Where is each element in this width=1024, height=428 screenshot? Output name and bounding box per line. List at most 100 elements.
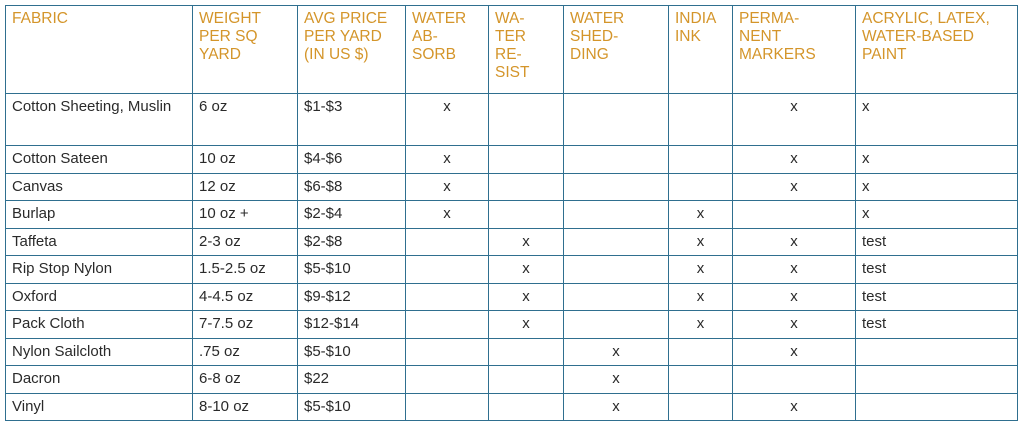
cell-permanent-markers: x: [732, 172, 856, 201]
fabric-comparison-table: FABRIC WEIGHT PER SQ YARD AVG PRICE PER …: [5, 5, 1018, 421]
cell-india-ink: [668, 337, 733, 366]
cell-weight: 4-4.5 oz: [192, 282, 298, 311]
cell-weight: 10 oz +: [192, 200, 298, 229]
table-row: Burlap 10 oz + $2-$4 x x x: [5, 200, 1018, 229]
cell-weight: 2-3 oz: [192, 227, 298, 256]
cell-fabric: Burlap: [5, 200, 193, 229]
cell-permanent-markers: x: [732, 227, 856, 256]
cell-water-absorb: x: [405, 93, 489, 146]
table-row: Taffeta 2-3 oz $2-$8 x x x test: [5, 227, 1018, 256]
cell-water-absorb: [405, 392, 489, 421]
cell-water-shedding: x: [563, 365, 669, 394]
cell-water-shedding: [563, 93, 669, 146]
cell-fabric: Cotton Sheeting, Muslin: [5, 93, 193, 146]
cell-price: $5-$10: [297, 392, 406, 421]
cell-permanent-markers: x: [732, 282, 856, 311]
cell-weight: 10 oz: [192, 145, 298, 174]
cell-india-ink: x: [668, 255, 733, 284]
header-paint: ACRYLIC, LATEX, WATER-BASED PAINT: [855, 5, 1018, 94]
cell-weight: 8-10 oz: [192, 392, 298, 421]
cell-fabric: Canvas: [5, 172, 193, 201]
cell-fabric: Nylon Sailcloth: [5, 337, 193, 366]
cell-water-resist: [488, 392, 564, 421]
cell-water-absorb: [405, 282, 489, 311]
cell-fabric: Cotton Sateen: [5, 145, 193, 174]
cell-paint: x: [855, 172, 1018, 201]
cell-weight: 6 oz: [192, 93, 298, 146]
cell-price: $6-$8: [297, 172, 406, 201]
cell-permanent-markers: [732, 365, 856, 394]
table-row: Pack Cloth 7-7.5 oz $12-$14 x x x test: [5, 310, 1018, 339]
cell-fabric: Oxford: [5, 282, 193, 311]
cell-permanent-markers: x: [732, 145, 856, 174]
header-india-ink: INDIA INK: [668, 5, 733, 94]
table-body: Cotton Sheeting, Muslin 6 oz $1-$3 x x x Cotto…: [5, 93, 1018, 421]
cell-paint: x: [855, 145, 1018, 174]
cell-paint: [855, 392, 1018, 421]
cell-weight: 6-8 oz: [192, 365, 298, 394]
table-row: Rip Stop Nylon 1.5-2.5 oz $5-$10 x x x test: [5, 255, 1018, 284]
cell-price: $2-$4: [297, 200, 406, 229]
cell-price: $22: [297, 365, 406, 394]
header-permanent-markers: PERMA- NENT MARKERS: [732, 5, 856, 94]
cell-india-ink: [668, 392, 733, 421]
cell-price: $5-$10: [297, 255, 406, 284]
header-price: AVG PRICE PER YARD (IN US $): [297, 5, 406, 94]
cell-water-absorb: [405, 365, 489, 394]
cell-paint: [855, 365, 1018, 394]
table-row: Oxford 4-4.5 oz $9-$12 x x x test: [5, 282, 1018, 311]
cell-india-ink: [668, 93, 733, 146]
cell-weight: 1.5-2.5 oz: [192, 255, 298, 284]
cell-price: $1-$3: [297, 93, 406, 146]
cell-permanent-markers: x: [732, 392, 856, 421]
cell-paint: test: [855, 282, 1018, 311]
cell-water-shedding: [563, 200, 669, 229]
cell-weight: .75 oz: [192, 337, 298, 366]
header-fabric: FABRIC: [5, 5, 193, 94]
cell-water-shedding: [563, 282, 669, 311]
cell-weight: 7-7.5 oz: [192, 310, 298, 339]
header-water-absorb: WATER AB- SORB: [405, 5, 489, 94]
cell-water-resist: [488, 365, 564, 394]
cell-fabric: Vinyl: [5, 392, 193, 421]
cell-permanent-markers: x: [732, 337, 856, 366]
cell-water-resist: x: [488, 310, 564, 339]
cell-india-ink: [668, 172, 733, 201]
table-row: Dacron 6-8 oz $22 x: [5, 365, 1018, 394]
cell-price: $9-$12: [297, 282, 406, 311]
cell-price: $12-$14: [297, 310, 406, 339]
cell-water-absorb: [405, 255, 489, 284]
cell-permanent-markers: x: [732, 93, 856, 146]
cell-permanent-markers: [732, 200, 856, 229]
header-water-shedding: WATER SHED- DING: [563, 5, 669, 94]
cell-water-absorb: [405, 310, 489, 339]
cell-india-ink: [668, 145, 733, 174]
cell-india-ink: x: [668, 200, 733, 229]
cell-permanent-markers: x: [732, 310, 856, 339]
header-row: FABRIC WEIGHT PER SQ YARD AVG PRICE PER …: [5, 5, 1018, 94]
cell-price: $2-$8: [297, 227, 406, 256]
cell-water-shedding: [563, 145, 669, 174]
cell-water-resist: [488, 145, 564, 174]
cell-water-resist: [488, 200, 564, 229]
table-row: Vinyl 8-10 oz $5-$10 x x: [5, 392, 1018, 421]
cell-paint: test: [855, 310, 1018, 339]
cell-water-resist: x: [488, 227, 564, 256]
cell-water-resist: x: [488, 282, 564, 311]
cell-water-shedding: [563, 227, 669, 256]
cell-water-shedding: [563, 310, 669, 339]
cell-water-absorb: x: [405, 172, 489, 201]
cell-fabric: Pack Cloth: [5, 310, 193, 339]
table-row: Cotton Sheeting, Muslin 6 oz $1-$3 x x x: [5, 93, 1018, 146]
cell-paint: test: [855, 227, 1018, 256]
cell-water-absorb: x: [405, 200, 489, 229]
header-weight: WEIGHT PER SQ YARD: [192, 5, 298, 94]
table-row: Canvas 12 oz $6-$8 x x x: [5, 172, 1018, 201]
cell-fabric: Taffeta: [5, 227, 193, 256]
cell-india-ink: x: [668, 227, 733, 256]
cell-weight: 12 oz: [192, 172, 298, 201]
cell-water-absorb: x: [405, 145, 489, 174]
cell-india-ink: x: [668, 310, 733, 339]
cell-india-ink: [668, 365, 733, 394]
cell-paint: test: [855, 255, 1018, 284]
